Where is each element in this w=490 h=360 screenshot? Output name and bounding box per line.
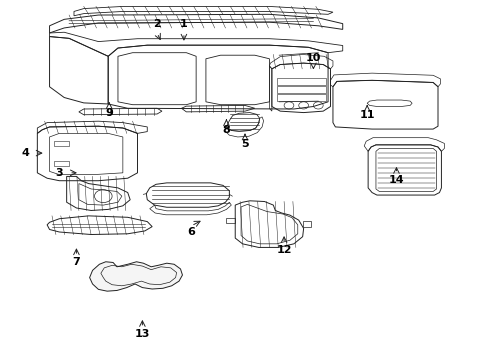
- Text: 3: 3: [55, 168, 63, 178]
- Text: 12: 12: [276, 245, 292, 255]
- Text: 1: 1: [180, 19, 188, 29]
- Text: 8: 8: [222, 125, 230, 135]
- Text: 13: 13: [135, 329, 150, 339]
- Text: 6: 6: [187, 227, 195, 237]
- Text: 9: 9: [105, 108, 113, 118]
- Text: 11: 11: [359, 111, 375, 121]
- Polygon shape: [90, 262, 182, 291]
- Text: 10: 10: [306, 53, 321, 63]
- Text: 2: 2: [153, 19, 161, 29]
- Text: 7: 7: [73, 257, 80, 267]
- Text: 14: 14: [389, 175, 404, 185]
- Text: 5: 5: [241, 139, 249, 149]
- Text: 4: 4: [21, 148, 29, 158]
